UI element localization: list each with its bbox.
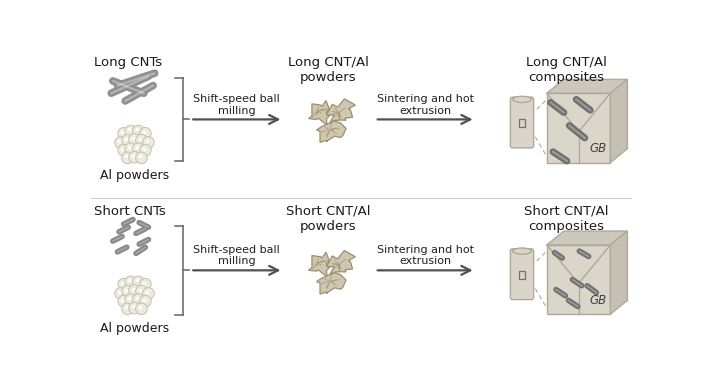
Text: Short CNT/Al
composites: Short CNT/Al composites [524,205,608,233]
Text: Short CNTs: Short CNTs [94,205,166,218]
Text: Sintering and hot
extrusion: Sintering and hot extrusion [377,245,474,267]
Circle shape [122,303,133,315]
Circle shape [132,276,144,288]
Ellipse shape [513,248,532,254]
Circle shape [125,276,137,288]
Circle shape [129,285,140,296]
Circle shape [129,134,140,145]
Circle shape [139,144,151,156]
Polygon shape [308,252,330,277]
Circle shape [122,285,133,297]
FancyBboxPatch shape [510,97,534,148]
Circle shape [132,143,144,154]
Circle shape [118,278,130,290]
Bar [519,271,525,279]
Text: Al powders: Al powders [100,169,169,182]
Circle shape [125,143,137,154]
Circle shape [122,134,133,146]
Text: Short CNT/Al
powders: Short CNT/Al powders [286,205,370,233]
Text: GB: GB [589,294,606,307]
Text: Shift-speed ball
milling: Shift-speed ball milling [194,94,280,116]
Ellipse shape [513,96,532,102]
Text: Sintering and hot
extrusion: Sintering and hot extrusion [377,94,474,116]
Text: Al powders: Al powders [100,322,169,335]
Circle shape [136,134,147,146]
Polygon shape [547,80,627,93]
Polygon shape [308,100,330,125]
Circle shape [136,285,147,297]
Circle shape [118,127,130,139]
FancyBboxPatch shape [510,249,534,299]
Circle shape [129,151,140,163]
Polygon shape [610,80,627,163]
Circle shape [136,152,147,164]
Polygon shape [317,121,346,142]
Text: Long CNTs: Long CNTs [94,56,163,69]
Circle shape [115,288,126,299]
Polygon shape [327,250,356,276]
Text: Long CNT/Al
composites: Long CNT/Al composites [526,56,607,84]
Circle shape [115,137,126,148]
Circle shape [143,137,154,148]
Bar [547,245,610,314]
Text: Shift-speed ball
milling: Shift-speed ball milling [194,245,280,267]
Polygon shape [547,231,627,245]
Circle shape [132,125,144,137]
Circle shape [118,144,130,156]
Circle shape [136,303,147,315]
Text: GB: GB [589,142,606,155]
Circle shape [118,295,130,307]
Circle shape [122,152,133,164]
Circle shape [139,127,151,139]
Circle shape [129,302,140,314]
Circle shape [139,295,151,307]
Text: Long CNT/Al
powders: Long CNT/Al powders [288,56,369,84]
Circle shape [125,294,137,305]
Polygon shape [317,273,346,294]
Polygon shape [327,99,356,124]
Polygon shape [610,231,627,314]
Circle shape [125,125,137,137]
Circle shape [143,288,154,299]
Bar [547,93,610,163]
Circle shape [139,278,151,290]
Bar [519,119,525,127]
Circle shape [132,294,144,305]
